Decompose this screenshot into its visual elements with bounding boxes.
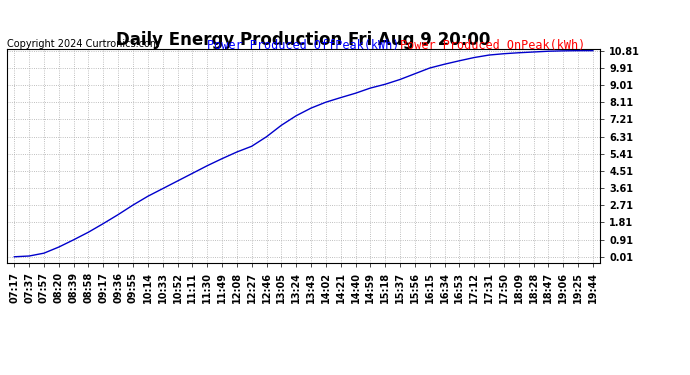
- Text: Power Produced OnPeak(kWh): Power Produced OnPeak(kWh): [400, 39, 585, 53]
- Text: Power Produced OffPeak(kWh): Power Produced OffPeak(kWh): [207, 39, 400, 53]
- Text: Copyright 2024 Curtronics.com: Copyright 2024 Curtronics.com: [7, 39, 159, 50]
- Title: Daily Energy Production Fri Aug 9 20:00: Daily Energy Production Fri Aug 9 20:00: [117, 31, 491, 49]
